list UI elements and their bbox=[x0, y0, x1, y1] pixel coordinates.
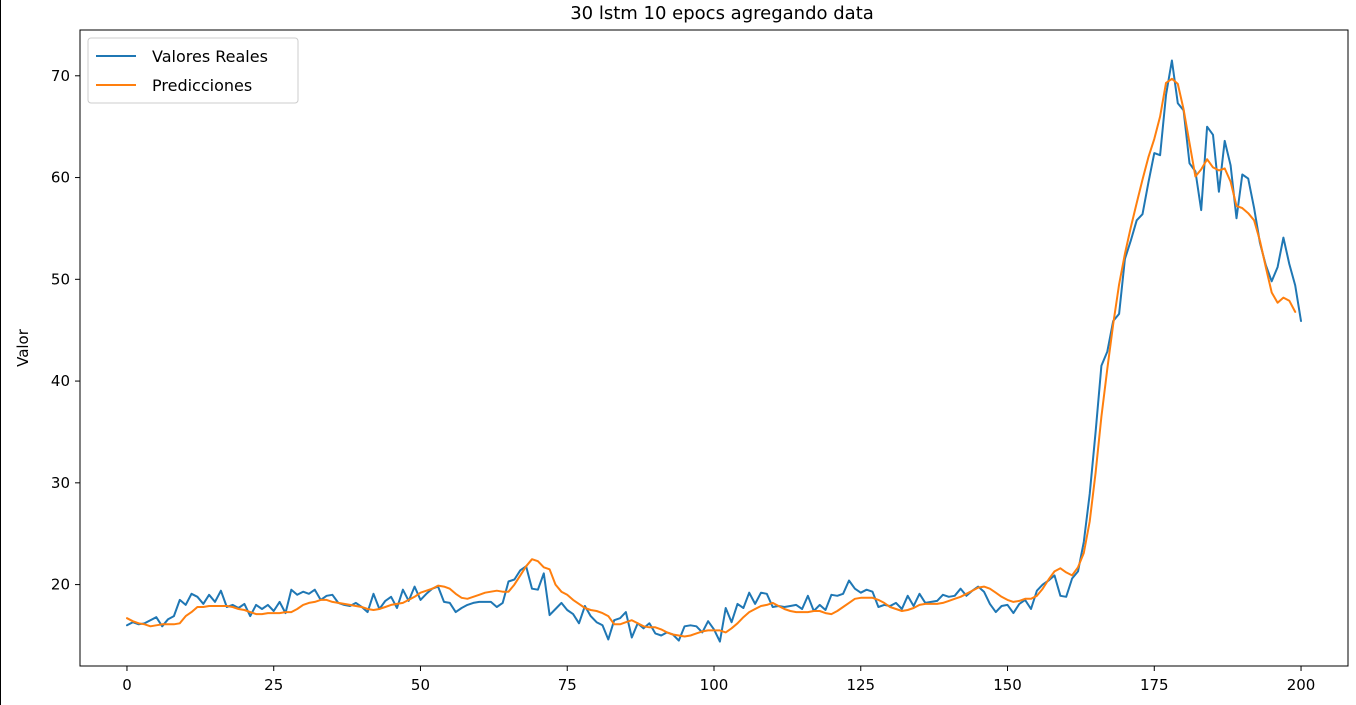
legend-label: Valores Reales bbox=[152, 47, 268, 66]
x-tick-label: 100 bbox=[700, 676, 729, 694]
y-tick-label: 30 bbox=[51, 474, 70, 492]
y-tick-label: 50 bbox=[51, 270, 70, 288]
series-line-valores-reales bbox=[126, 59, 1302, 643]
x-tick-label: 175 bbox=[1140, 676, 1169, 694]
y-axis: 20 30 40 50 60 70 bbox=[51, 67, 80, 594]
x-tick-label: 25 bbox=[264, 676, 283, 694]
x-tick-label: 0 bbox=[122, 676, 132, 694]
window-edge bbox=[0, 0, 1, 705]
plot-area bbox=[126, 59, 1302, 643]
x-axis: 0 25 50 75 100 125 150 175 200 bbox=[122, 666, 1315, 694]
x-tick-label: 200 bbox=[1287, 676, 1316, 694]
legend: Valores Reales Predicciones bbox=[87, 37, 299, 104]
legend-box bbox=[87, 37, 299, 104]
x-tick-label: 75 bbox=[558, 676, 577, 694]
legend-label: Predicciones bbox=[152, 76, 252, 95]
y-tick-label: 70 bbox=[51, 67, 70, 85]
x-tick-label: 150 bbox=[993, 676, 1022, 694]
y-axis-label: Valor bbox=[14, 328, 32, 367]
series-line-predicciones bbox=[126, 77, 1297, 638]
y-tick-label: 20 bbox=[51, 576, 70, 594]
chart-title: 30 lstm 10 epocs agregando data bbox=[570, 3, 874, 24]
y-tick-label: 60 bbox=[51, 169, 70, 187]
y-tick-label: 40 bbox=[51, 372, 70, 390]
x-tick-label: 50 bbox=[411, 676, 430, 694]
x-tick-label: 125 bbox=[846, 676, 875, 694]
